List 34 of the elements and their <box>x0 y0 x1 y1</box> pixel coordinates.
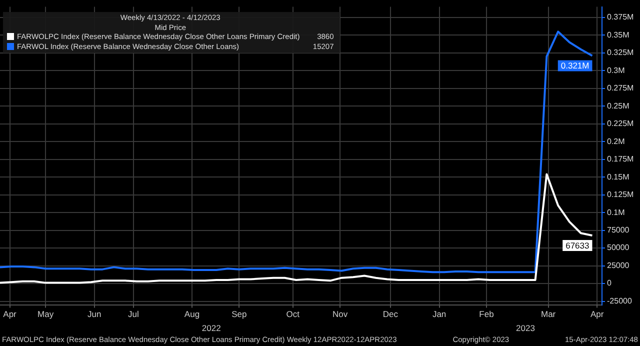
data-label: 0.321M <box>560 60 590 71</box>
y-tick-label: 75000 <box>607 226 630 235</box>
x-tick-label: Sep <box>232 309 248 320</box>
data-label: 67633 <box>566 240 590 250</box>
y-tick-label: 0.375M <box>607 12 634 22</box>
x-tick-label: Jul <box>128 309 139 320</box>
y-tick-label: 0.35M <box>607 30 630 40</box>
y-tick-label: -25000 <box>607 296 632 306</box>
y-tick-label: 0.25M <box>607 101 630 110</box>
x-tick-label: Mar <box>540 309 556 320</box>
x-tick-label: Jan <box>432 309 446 320</box>
y-tick-label: 0.2M <box>607 136 626 146</box>
y-tick-label: 0.3M <box>607 66 626 75</box>
y-tick-label: 0.15M <box>607 172 630 182</box>
x-tick-label: Dec <box>382 309 399 320</box>
y-tick-label: 25000 <box>607 260 630 270</box>
y-tick-label: 50000 <box>607 243 630 252</box>
x-tick-label: Jun <box>88 309 102 320</box>
y-tick-label: 0.325M <box>607 48 634 58</box>
text: 2022 <box>202 323 221 333</box>
y-tick-label: 0.225M <box>607 119 634 128</box>
x-tick-label: Feb <box>479 309 494 320</box>
y-tick-label: 0.275M <box>607 84 634 93</box>
x-tick-label: Apr <box>590 309 604 320</box>
y-tick-label: 0 <box>607 278 612 288</box>
y-tick-label: 0.1M <box>607 208 626 217</box>
x-tick-label: Oct <box>286 309 300 320</box>
y-tick-label: 0.125M <box>607 190 634 200</box>
x-tick-label: Aug <box>184 309 200 320</box>
x-tick-label: Apr <box>3 309 17 320</box>
x-tick-label: May <box>38 309 54 320</box>
x-tick-label: Nov <box>332 309 348 320</box>
text: 2023 <box>516 323 535 333</box>
y-tick-label: 0.175M <box>607 154 634 164</box>
